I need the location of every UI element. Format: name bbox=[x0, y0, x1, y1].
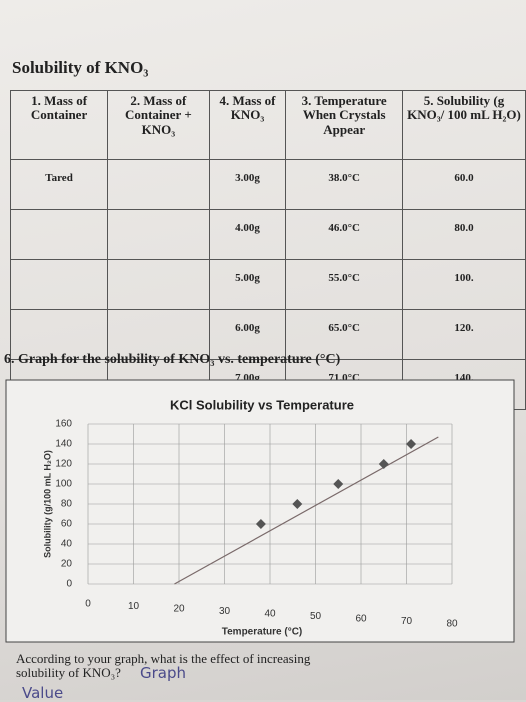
title: Solubility of KNO₃ bbox=[12, 58, 149, 77]
x-axis-label: Temperature (°C) bbox=[222, 627, 303, 638]
table-cell: 120. bbox=[401, 309, 526, 360]
y-tick-label: 140 bbox=[55, 439, 72, 450]
question-line: According to your graph, what is the eff… bbox=[16, 651, 311, 666]
table-cell: 60.0 bbox=[401, 159, 526, 210]
table-cell bbox=[9, 209, 109, 260]
column-header: 1. Mass of Container bbox=[9, 90, 109, 160]
column-header: 2. Mass of Container + KNO₃ bbox=[107, 90, 210, 160]
y-tick-label: 120 bbox=[55, 459, 72, 470]
data-table: 1. Mass of Container 2. Mass of Container… bbox=[9, 90, 526, 410]
column-header: 3. Temperature When Crystals Appear bbox=[285, 90, 403, 160]
question: According to your graph, what is the eff… bbox=[16, 652, 310, 679]
x-tick-label: 70 bbox=[401, 616, 413, 627]
data-point bbox=[255, 519, 266, 529]
table-cell bbox=[107, 209, 210, 260]
table-row: 6.00g 65.0°C 120. bbox=[9, 309, 526, 360]
column-header: 5. Solubility (g KNO₃/ 100 mL H₂O) bbox=[401, 90, 526, 160]
table-cell bbox=[9, 259, 109, 310]
chart-frame bbox=[5, 379, 515, 643]
x-tick-label: 50 bbox=[310, 611, 322, 622]
table-cell: 46.0°C bbox=[285, 209, 403, 260]
chart-title: KCl Solubility vs Temperature bbox=[170, 397, 354, 412]
table-cell: 80.0 bbox=[401, 209, 526, 260]
table-cell: 55.0°C bbox=[285, 259, 403, 310]
table-row: Tared 3.00g 38.0°C 60.0 bbox=[9, 159, 526, 210]
chart: KCl Solubility vs Temperature 0 20 40 60 80 10… bbox=[5, 379, 515, 643]
y-tick-label: 100 bbox=[55, 479, 72, 490]
x-tick-label: 20 bbox=[173, 604, 185, 615]
table-cell: 100. bbox=[401, 259, 526, 310]
y-tick-label: 80 bbox=[61, 499, 73, 510]
table-row: 5.00g 55.0°C 100. bbox=[9, 259, 526, 310]
table-row: 4.00g 46.0°C 80.0 bbox=[9, 209, 526, 260]
y-tick-label: 0 bbox=[66, 579, 72, 590]
table-cell bbox=[107, 259, 210, 310]
graph-heading: 6. Graph for the solubility of KNO₃ vs. … bbox=[4, 352, 341, 367]
x-tick-label: 0 bbox=[85, 599, 91, 610]
y-axis-label: Solubility (g/100 mL H₂O) bbox=[42, 450, 52, 558]
table-cell: 4.00g bbox=[208, 209, 287, 260]
x-tick-label: 80 bbox=[446, 619, 458, 630]
handwriting: Value bbox=[22, 684, 64, 702]
x-tick-label: 10 bbox=[128, 601, 140, 612]
data-point bbox=[406, 439, 417, 449]
table-cell: 38.0°C bbox=[285, 159, 403, 210]
trendline bbox=[174, 436, 439, 585]
data-point bbox=[333, 479, 344, 489]
y-tick-label: 20 bbox=[61, 559, 73, 570]
data-point bbox=[292, 499, 303, 509]
table-cell bbox=[107, 159, 210, 210]
table-cell: 5.00g bbox=[208, 259, 287, 310]
x-tick-label: 30 bbox=[219, 606, 231, 617]
y-tick-label: 60 bbox=[61, 519, 73, 530]
table-cell bbox=[9, 309, 109, 360]
handwriting: Graph bbox=[140, 664, 187, 682]
header-row: 1. Mass of Container 2. Mass of Container… bbox=[9, 90, 526, 160]
y-tick-label: 40 bbox=[61, 539, 73, 550]
x-tick-label: 60 bbox=[355, 614, 367, 625]
x-tick-label: 40 bbox=[264, 609, 276, 620]
y-tick-label: 160 bbox=[55, 419, 72, 430]
data-point bbox=[378, 459, 389, 469]
table-cell: 3.00g bbox=[208, 159, 287, 210]
question-line: solubility of KNO₃? bbox=[16, 664, 121, 680]
table-cell: Tared bbox=[9, 159, 109, 210]
table-cell bbox=[107, 309, 210, 360]
column-header: 4. Mass of KNO₃ bbox=[208, 90, 287, 160]
